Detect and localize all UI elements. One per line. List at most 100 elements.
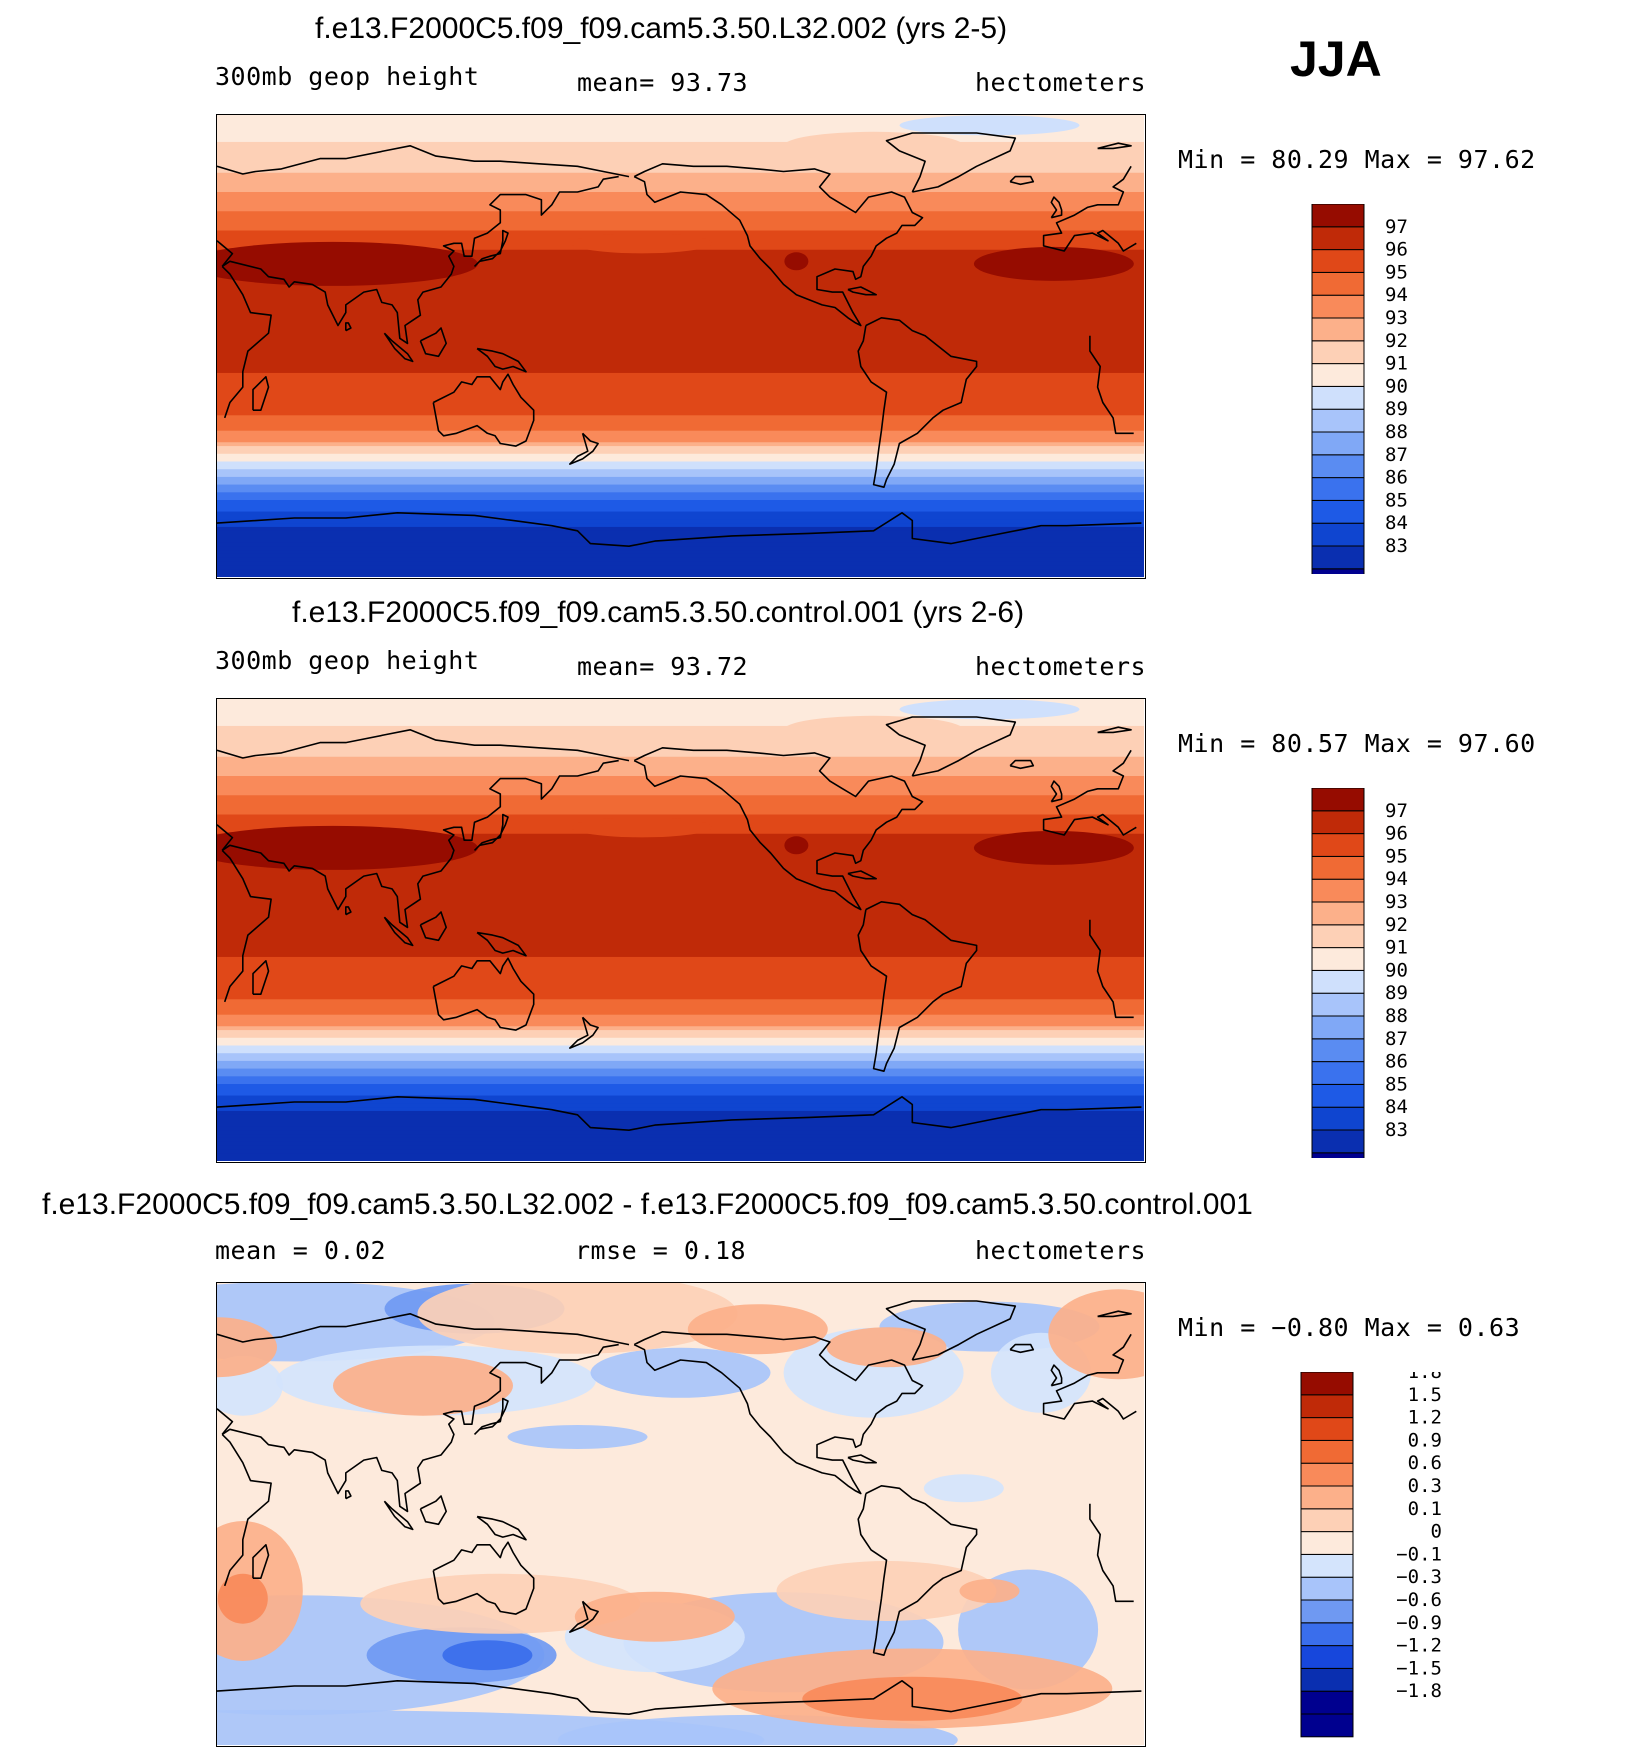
colorbar-tick-label: 88	[1385, 421, 1408, 443]
colorbar-swatch	[1300, 1645, 1354, 1669]
colorbar-swatch	[1300, 1462, 1354, 1487]
colorbar-swatch	[1311, 454, 1365, 479]
colorbar-tick-label: 93	[1385, 307, 1408, 329]
panel-2-title: f.e13.F2000C5.f09_f09.cam5.3.50.control.…	[292, 596, 1025, 629]
colorbar-tick-label: 94	[1385, 868, 1408, 890]
colorbar-tick-label: −1.8	[1396, 1680, 1442, 1702]
panel-1-minmax: Min = 80.29 Max = 97.62	[1178, 145, 1536, 174]
colorbar-tick-label: 0	[1431, 1521, 1442, 1543]
colorbar-swatch	[1300, 1371, 1354, 1396]
colorbar-swatch	[1300, 1690, 1354, 1715]
colorbar-tick-label: 84	[1385, 512, 1408, 534]
panel-2-units-label: hectometers	[975, 652, 1147, 681]
colorbar-tick-label: −0.6	[1396, 1589, 1442, 1611]
panel-3-map	[216, 1282, 1146, 1747]
colorbar-swatch	[1311, 431, 1365, 456]
colorbar-tick-label: 95	[1385, 261, 1408, 283]
colorbar-tick-label: 85	[1385, 489, 1408, 511]
colorbar-swatch	[1311, 1152, 1365, 1177]
colorbar-swatch	[1311, 1129, 1365, 1154]
colorbar-swatch	[1311, 499, 1365, 524]
colorbar-swatch	[1311, 1106, 1365, 1131]
polar-cap	[899, 115, 1080, 136]
colorbar-tick-label: 93	[1385, 891, 1408, 913]
colorbar-swatch	[1311, 855, 1365, 880]
colorbar-tick-label: 92	[1385, 330, 1408, 352]
colorbar-tick-label: 0.1	[1408, 1498, 1442, 1520]
colorbar-tick-label: 84	[1385, 1096, 1408, 1118]
panel-2-variable-label: 300mb geop height	[215, 646, 480, 675]
panel-3-colorbar: −1.8 −1.5 −1.2 −0.9 −0.6 −0.3 −0.1 0 0.1 0.3 0.6 0.…	[1300, 1361, 1460, 1757]
panel-3-minmax: Min = −0.80 Max = 0.63	[1178, 1313, 1521, 1342]
panel-1-colorbar: 83 84 85 86 87 88 89 90 91 92 93 94 95 96 97	[1311, 203, 1461, 593]
colorbar-tick-label: 0.6	[1408, 1452, 1442, 1474]
panel-1-variable-label: 300mb geop height	[215, 62, 480, 91]
colorbar-swatch	[1311, 340, 1365, 365]
colorbar-tick-label: −0.1	[1396, 1543, 1442, 1565]
colorbar-tick-label: 87	[1385, 1028, 1408, 1050]
colorbar-tick-label: 1.8	[1408, 1372, 1442, 1383]
arctic-low	[783, 715, 964, 744]
panel-3-rmse-label: rmse = 0.18	[575, 1236, 747, 1265]
colorbar-swatch	[1300, 1394, 1354, 1419]
colorbar-swatch	[1311, 568, 1365, 593]
colorbar-tick-label: 94	[1385, 284, 1408, 306]
colorbar-tick-label: 90	[1385, 959, 1408, 981]
colorbar-swatch	[1300, 1667, 1354, 1692]
colorbar-swatch	[1311, 1015, 1365, 1040]
colorbar-swatch	[1300, 1531, 1354, 1555]
colorbar-tick-label: 0.3	[1408, 1475, 1442, 1497]
colorbar-tick-label: 96	[1385, 823, 1408, 845]
colorbar-swatch	[1311, 408, 1365, 433]
colorbar-tick-label: 97	[1385, 800, 1408, 822]
panel-1-title: f.e13.F2000C5.f09_f09.cam5.3.50.L32.002 …	[315, 12, 1008, 45]
colorbar-tick-label: 90	[1385, 375, 1408, 397]
colorbar-tick-label: 92	[1385, 914, 1408, 936]
colorbar-swatch	[1311, 992, 1365, 1017]
colorbar-swatch	[1311, 901, 1365, 926]
colorbar-tick-label: 85	[1385, 1073, 1408, 1095]
coastlines	[217, 132, 1142, 547]
panel-1-map	[216, 114, 1146, 579]
colorbar-swatch	[1311, 1061, 1365, 1085]
colorbar-tick-label: 97	[1385, 216, 1408, 238]
mexican-high	[784, 252, 809, 271]
colorbar-swatch	[1311, 226, 1365, 251]
colorbar-swatch	[1311, 294, 1365, 319]
atlantic-high	[973, 246, 1134, 281]
difference-field	[217, 1283, 1144, 1745]
colorbar-tick-label: 1.2	[1408, 1407, 1442, 1429]
coastlines	[217, 1300, 1142, 1715]
colorbar-tick-label: 86	[1385, 467, 1408, 489]
colorbar-tick-label: 88	[1385, 1005, 1408, 1027]
height-bands	[217, 115, 1144, 577]
colorbar-swatch	[1311, 947, 1365, 971]
panel-1-units-label: hectometers	[975, 68, 1147, 97]
colorbar-swatch	[1311, 810, 1365, 835]
colorbar-tick-label: 86	[1385, 1051, 1408, 1073]
panel-2-colorbar: 83 84 85 86 87 88 89 90 91 92 93 94 95 96 97	[1311, 787, 1461, 1177]
colorbar-swatch	[1311, 878, 1365, 903]
colorbar-swatch	[1300, 1713, 1354, 1738]
colorbar-tick-label: 95	[1385, 845, 1408, 867]
colorbar-swatch	[1311, 271, 1365, 296]
season-label: JJA	[1290, 31, 1382, 87]
panel-2-minmax: Min = 80.57 Max = 97.60	[1178, 729, 1536, 758]
colorbar-swatch	[1311, 969, 1365, 994]
panel-2-mean-label: mean= 93.72	[577, 652, 749, 681]
asian-high	[217, 241, 478, 286]
colorbar-swatch	[1300, 1439, 1354, 1464]
polar-cap	[899, 699, 1080, 720]
colorbar-swatch	[1311, 477, 1365, 501]
colorbar-swatch	[1311, 385, 1365, 410]
colorbar-tick-label: 91	[1385, 937, 1408, 959]
colorbar-swatch	[1300, 1553, 1354, 1578]
arctic-low	[783, 131, 964, 160]
atlantic-high	[973, 830, 1134, 865]
colorbar-tick-label: 91	[1385, 353, 1408, 375]
colorbar-swatch	[1300, 1622, 1354, 1647]
panel-3-mean-label: mean = 0.02	[215, 1236, 387, 1265]
colorbar-swatch	[1311, 545, 1365, 570]
colorbar-swatch	[1311, 249, 1365, 273]
colorbar-tick-label: 83	[1385, 1119, 1408, 1141]
